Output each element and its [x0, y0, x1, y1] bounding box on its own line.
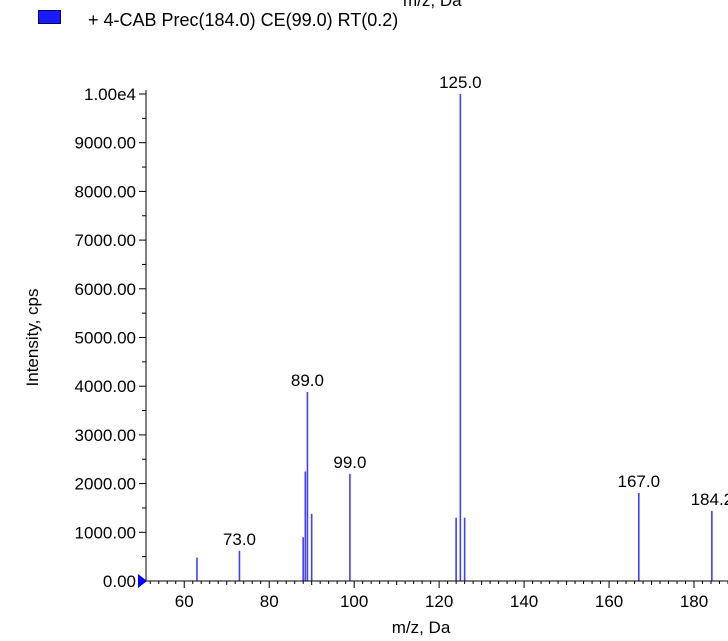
peak-label: 89.0 [291, 371, 324, 390]
peak-label: 184.2 [691, 490, 728, 509]
x-axis-title: m/z, Da [392, 618, 451, 637]
x-tick-label: 100 [340, 592, 368, 611]
peak-labels: 73.0 89.0 99.0 125.0 167.0 184.2 [223, 73, 728, 549]
y-tick-label: 5000.00 [75, 329, 136, 348]
y-axis-title: Intensity, cps [23, 289, 42, 387]
x-tick-label: 180 [680, 592, 708, 611]
x-tick-label: 160 [595, 592, 623, 611]
peak-label: 73.0 [223, 530, 256, 549]
legend: + 4-CAB Prec(184.0) CE(99.0) RT(0.2) [38, 8, 398, 32]
y-tick-label: 8000.00 [75, 182, 136, 201]
peak-sticks [196, 94, 713, 581]
y-axis-ticks: 0.00 1000.00 2000.00 3000.00 4000.00 5000.00 6… [75, 85, 146, 591]
y-tick-label: 6000.00 [75, 280, 136, 299]
x-tick-label: 120 [425, 592, 453, 611]
x-tick-label: 80 [260, 592, 279, 611]
y-tick-label: 3000.00 [75, 426, 136, 445]
zero-baseline-marker [138, 574, 147, 588]
x-tick-label: 60 [175, 592, 194, 611]
legend-swatch [38, 10, 61, 24]
legend-label: + 4-CAB Prec(184.0) CE(99.0) RT(0.2) [88, 10, 399, 30]
y-tick-label: 1.00e4 [84, 85, 136, 104]
x-tick-label: 140 [510, 592, 538, 611]
peak-label: 167.0 [618, 472, 661, 491]
y-tick-label: 7000.00 [75, 231, 136, 250]
y-tick-label: 1000.00 [75, 523, 136, 542]
y-tick-label: 4000.00 [75, 377, 136, 396]
peak-label: 125.0 [439, 73, 482, 92]
top-axis-title: m/z, Da [403, 0, 462, 10]
y-tick-label: 2000.00 [75, 475, 136, 494]
x-axis-ticks: 60 80 100 120 140 160 180 [149, 581, 728, 611]
peak-label: 99.0 [333, 453, 366, 472]
y-tick-label: 9000.00 [75, 134, 136, 153]
y-tick-label: 0.00 [103, 572, 136, 591]
